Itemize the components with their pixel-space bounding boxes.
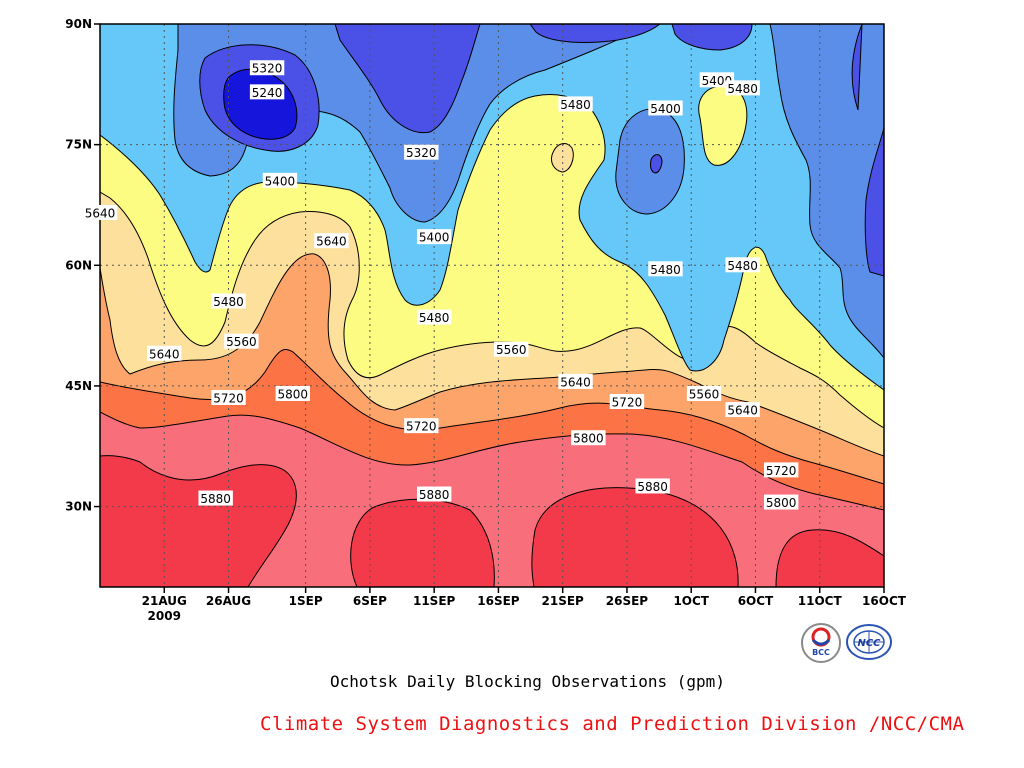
band-5240-5320-e [851, 24, 884, 277]
contour-label: 5400 [265, 174, 296, 188]
ncc-logo-text: NCC [857, 638, 881, 649]
contour-label-bg [416, 309, 452, 325]
contour-label: 5560 [496, 343, 527, 357]
contour-label: 5880 [200, 492, 231, 506]
y-tick-label: 30N [65, 500, 92, 514]
contour-label-bg [416, 229, 452, 245]
x-tick-label: 26AUG [206, 594, 251, 608]
contour-label-bg [725, 402, 760, 418]
x-tick-label: 6OCT [738, 594, 774, 608]
x-tick-label: 16OCT [862, 594, 907, 608]
contour-labels: 5320 5240 5400 5640 5480 5640 5560 5720 5800 5880… [82, 60, 799, 510]
contour-label: 5400 [419, 231, 450, 245]
bcc-logo: BCC [801, 623, 841, 663]
contour-label: 5640 [149, 347, 180, 361]
band-5320-5400 [173, 24, 884, 359]
contour-label-bg [558, 96, 593, 112]
contour-label-bg [275, 385, 310, 401]
x-tick-label: 1OCT [673, 594, 709, 608]
contour-label-bg [224, 333, 259, 349]
x-tick-label: 21SEP [542, 594, 585, 608]
contour-label: 5800 [766, 496, 797, 510]
contour-label-bg [314, 233, 349, 249]
contour-label-bg [763, 462, 799, 478]
x-tick-label: 1SEP [289, 594, 323, 608]
x-year-label: 2009 [148, 609, 181, 623]
contour-label: 5320 [252, 62, 283, 76]
contour-label: 5640 [85, 207, 116, 221]
contour-label: 5800 [278, 387, 309, 401]
y-tick-label: 60N [65, 258, 92, 272]
contour-label-bg [211, 389, 246, 405]
x-tick-label: 26SEP [606, 594, 649, 608]
contour-label-bg [725, 80, 760, 96]
contour-label: 5480 [650, 263, 681, 277]
contour-label-bg [648, 100, 683, 116]
contour-label: 5480 [727, 259, 758, 273]
contour-fills [100, 24, 884, 587]
contour-label-bg [558, 373, 593, 389]
contour-label: 5400 [702, 74, 733, 88]
contour-label: 5800 [573, 432, 604, 446]
contour-label-bg [249, 60, 285, 76]
contour-label: 5720 [213, 391, 244, 405]
bcc-logo-text: BCC [812, 648, 830, 657]
island-yellow-1 [698, 85, 748, 166]
contour-label: 5480 [727, 82, 758, 96]
chart-title: Ochotsk Daily Blocking Observations (gpm… [330, 672, 725, 691]
contour-label-bg [262, 172, 298, 188]
contour-label: 5880 [419, 488, 450, 502]
x-tick-label: 21AUG [142, 594, 187, 608]
contour-label: 5720 [766, 464, 797, 478]
contour-label: 5320 [406, 146, 437, 160]
plot-frame [99, 23, 885, 588]
contour-label-bg [609, 394, 645, 410]
contour-label: 5480 [213, 295, 244, 309]
credit-text: Climate System Diagnostics and Predictio… [260, 713, 965, 735]
y-tick-label: 90N [65, 17, 92, 31]
contour-label-bg [571, 430, 606, 446]
contour-label: 5240 [252, 86, 283, 100]
ncc-logo: NCC [846, 624, 892, 660]
contour-label: 5720 [406, 420, 437, 434]
contour-label-bg [416, 486, 452, 502]
contour-label-bg [763, 494, 799, 510]
contour-label: 5560 [689, 387, 720, 401]
contour-label: 5480 [419, 311, 450, 325]
island-mid-blue-1 [615, 108, 685, 215]
y-axis: 30N 45N 60N 75N 90N [65, 17, 100, 514]
contour-label: 5480 [560, 98, 591, 112]
contour-label: 5640 [560, 375, 591, 389]
contour-label-bg [249, 84, 285, 100]
contour-label-bg [648, 261, 683, 277]
contour-label: 5560 [226, 335, 257, 349]
contour-label: 5640 [316, 235, 347, 249]
contour-label: 5720 [612, 396, 643, 410]
contour-label-bg [635, 478, 670, 494]
x-tick-label: 11SEP [413, 594, 456, 608]
contour-label: 5880 [637, 480, 668, 494]
x-tick-label: 16SEP [477, 594, 520, 608]
contour-label: 5640 [727, 404, 758, 418]
island-dark-blue-1 [649, 154, 663, 174]
contour-label-bg [404, 418, 439, 434]
contour-label-bg [82, 205, 118, 221]
x-tick-label: 11OCT [798, 594, 843, 608]
contour-label-bg [686, 385, 722, 401]
x-axis: 21AUG 26AUG 1SEP 6SEP 11SEP 16SEP 21SEP 26SEP 1O… [142, 587, 907, 623]
contour-label-bg [725, 257, 760, 273]
y-tick-label: 75N [65, 138, 92, 152]
band-5240-5320-d [671, 24, 753, 51]
contour-label-bg [211, 293, 246, 309]
y-tick-label: 45N [65, 379, 92, 393]
contour-label-bg [404, 144, 439, 160]
band-5240-5320-b [334, 24, 481, 134]
contour-label-bg [198, 490, 233, 506]
contour-label: 5400 [650, 102, 681, 116]
contour-label-bg [494, 341, 529, 357]
x-tick-label: 6SEP [353, 594, 387, 608]
contour-label-bg [147, 345, 182, 361]
